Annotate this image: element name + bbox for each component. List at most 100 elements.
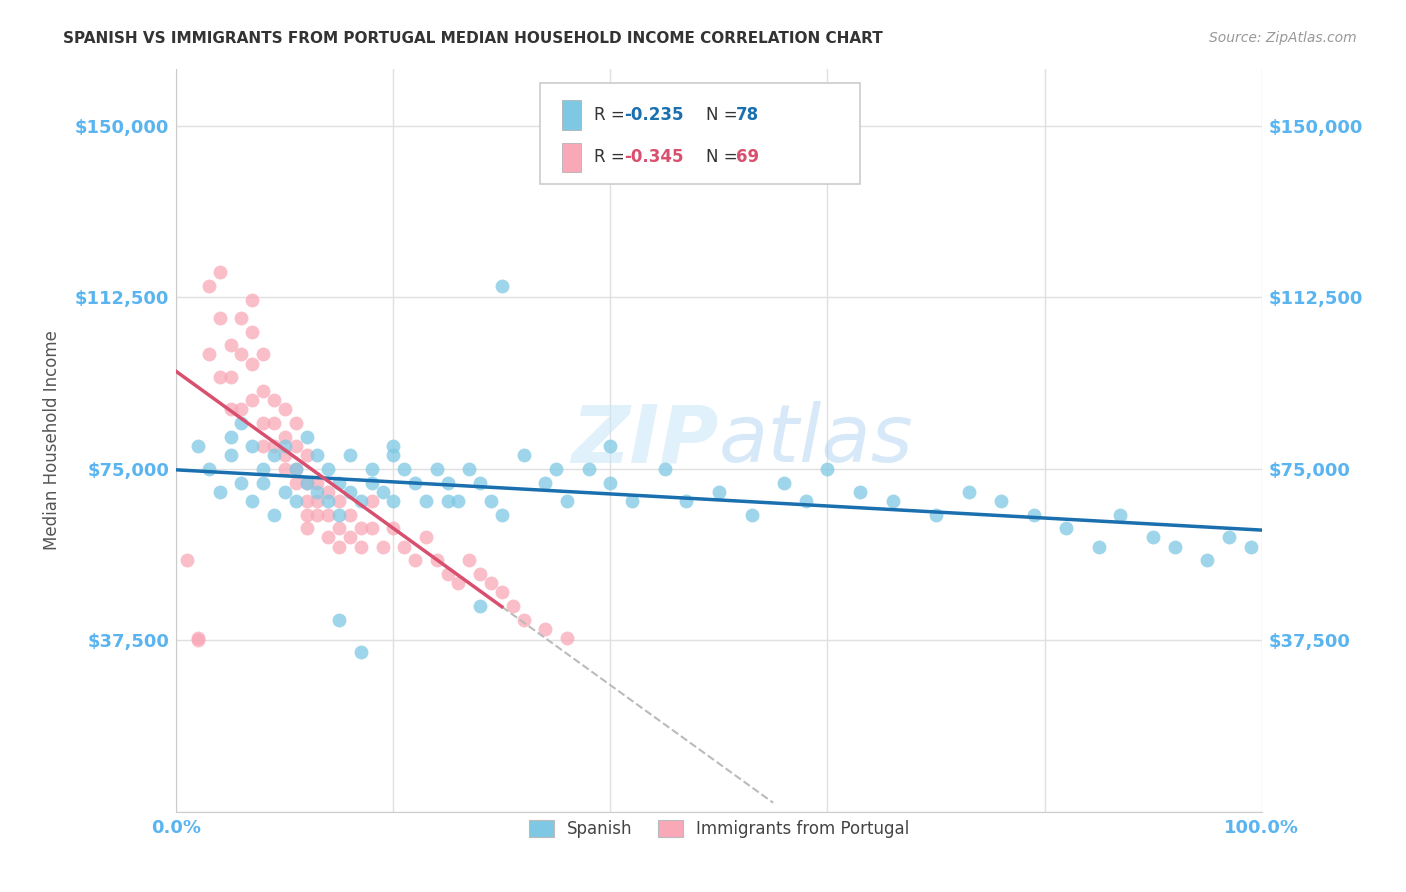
Point	[350, 645, 373, 659]
Point	[599, 475, 621, 490]
Legend: Spanish, Immigrants from Portugal: Spanish, Immigrants from Portugal	[522, 813, 915, 845]
Point	[316, 493, 339, 508]
Point	[1240, 540, 1263, 554]
Point	[252, 416, 274, 430]
Text: ZIP: ZIP	[572, 401, 718, 479]
Point	[274, 439, 297, 453]
Point	[990, 493, 1012, 508]
Point	[263, 448, 285, 462]
Point	[360, 475, 382, 490]
Point	[1022, 508, 1045, 522]
Point	[491, 585, 513, 599]
Point	[198, 278, 221, 293]
Point	[470, 475, 492, 490]
Point	[284, 462, 307, 476]
Point	[426, 462, 449, 476]
Point	[458, 462, 481, 476]
Point	[328, 508, 350, 522]
Point	[284, 439, 307, 453]
Point	[252, 462, 274, 476]
Point	[187, 439, 209, 453]
Point	[274, 484, 297, 499]
Point	[404, 475, 426, 490]
Point	[1087, 540, 1109, 554]
Point	[555, 631, 578, 645]
FancyBboxPatch shape	[540, 83, 860, 184]
Point	[555, 493, 578, 508]
Point	[382, 493, 405, 508]
Point	[404, 553, 426, 567]
Point	[208, 484, 231, 499]
Point	[219, 370, 242, 384]
Point	[546, 462, 568, 476]
Point	[470, 599, 492, 613]
Point	[394, 462, 416, 476]
Point	[479, 493, 502, 508]
Point	[208, 265, 231, 279]
Point	[295, 521, 318, 535]
Point	[240, 439, 263, 453]
Point	[316, 530, 339, 544]
Point	[350, 540, 373, 554]
Point	[263, 508, 285, 522]
Point	[240, 325, 263, 339]
Point	[382, 439, 405, 453]
FancyBboxPatch shape	[561, 143, 581, 172]
Point	[328, 493, 350, 508]
Point	[252, 439, 274, 453]
Point	[219, 402, 242, 417]
Point	[360, 493, 382, 508]
Point	[849, 484, 872, 499]
Point	[599, 439, 621, 453]
Point	[240, 393, 263, 408]
Text: 78: 78	[737, 106, 759, 124]
Point	[1197, 553, 1219, 567]
Point	[284, 493, 307, 508]
Point	[925, 508, 948, 522]
Point	[394, 540, 416, 554]
Point	[187, 631, 209, 645]
Point	[382, 521, 405, 535]
Point	[534, 475, 557, 490]
Point	[274, 448, 297, 462]
Point	[534, 622, 557, 636]
Point	[240, 493, 263, 508]
Point	[187, 633, 209, 648]
Point	[316, 462, 339, 476]
Point	[1218, 530, 1240, 544]
Text: 69: 69	[737, 148, 759, 167]
Point	[231, 402, 253, 417]
Point	[360, 462, 382, 476]
Text: -0.345: -0.345	[624, 148, 685, 167]
Point	[307, 508, 329, 522]
Point	[198, 347, 221, 361]
Point	[957, 484, 980, 499]
Point	[458, 553, 481, 567]
Text: atlas: atlas	[718, 401, 914, 479]
Point	[231, 310, 253, 325]
Point	[817, 462, 839, 476]
Point	[621, 493, 644, 508]
Point	[231, 347, 253, 361]
Point	[252, 384, 274, 398]
Point	[339, 530, 361, 544]
Point	[436, 567, 458, 582]
Point	[491, 278, 513, 293]
Point	[284, 475, 307, 490]
Point	[240, 293, 263, 307]
Point	[447, 493, 470, 508]
Point	[415, 530, 437, 544]
Text: SPANISH VS IMMIGRANTS FROM PORTUGAL MEDIAN HOUSEHOLD INCOME CORRELATION CHART: SPANISH VS IMMIGRANTS FROM PORTUGAL MEDI…	[63, 31, 883, 46]
Point	[316, 508, 339, 522]
Point	[316, 484, 339, 499]
Point	[219, 338, 242, 352]
Point	[231, 416, 253, 430]
Point	[307, 493, 329, 508]
Point	[350, 521, 373, 535]
Point	[274, 430, 297, 444]
Point	[654, 462, 676, 476]
Text: R =: R =	[595, 106, 630, 124]
Point	[328, 613, 350, 627]
Point	[339, 448, 361, 462]
Point	[240, 357, 263, 371]
